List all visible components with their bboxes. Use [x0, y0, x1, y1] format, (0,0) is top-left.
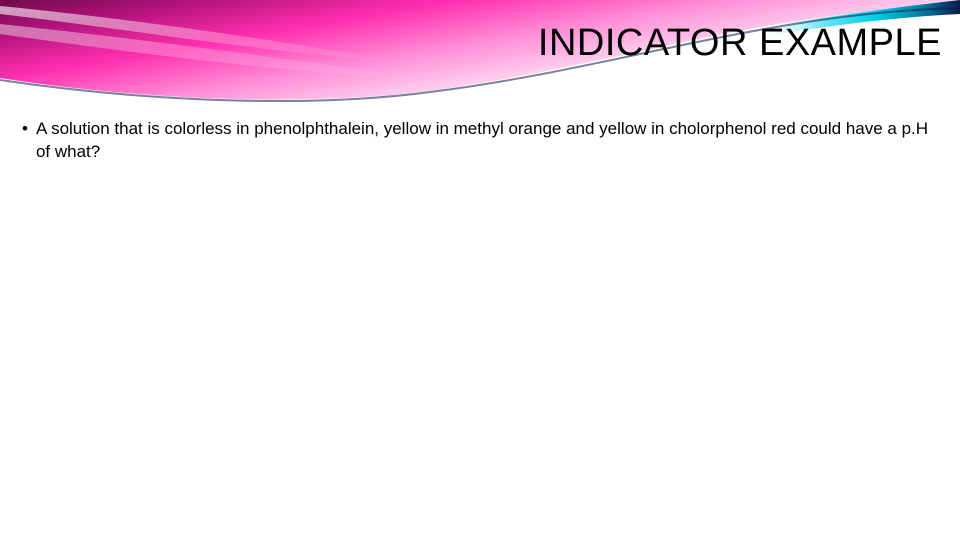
- bullet-dot-icon: •: [22, 118, 28, 141]
- bullet-item: • A solution that is colorless in phenol…: [20, 118, 940, 164]
- slide: INDICATOR EXAMPLE • A solution that is c…: [0, 0, 960, 540]
- slide-body: • A solution that is colorless in phenol…: [20, 118, 940, 164]
- slide-title: INDICATOR EXAMPLE: [538, 22, 942, 65]
- bullet-text: A solution that is colorless in phenolph…: [36, 118, 940, 164]
